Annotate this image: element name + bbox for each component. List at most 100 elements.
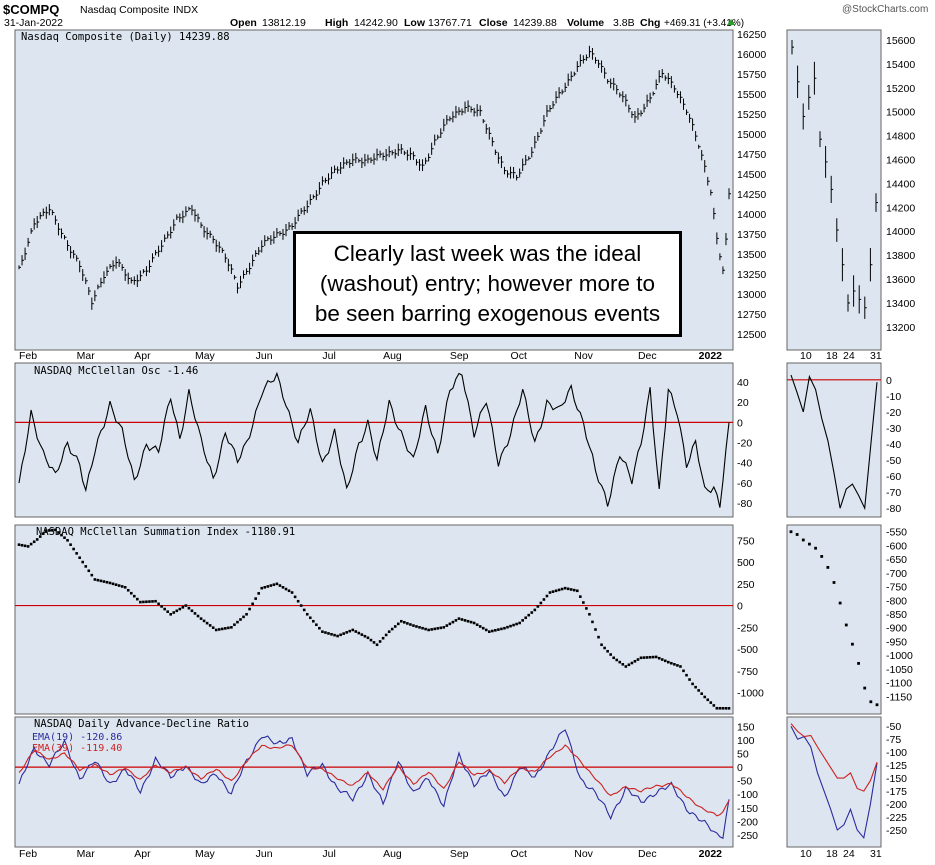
plots xyxy=(15,39,881,840)
zoom-2-tick-label: -700 xyxy=(886,568,907,580)
summation-dot xyxy=(548,591,552,594)
summation-dot xyxy=(181,606,185,609)
summation-dot xyxy=(136,597,139,601)
summation-dot xyxy=(491,629,494,633)
summation-dot xyxy=(569,588,573,591)
summation-dot xyxy=(706,698,710,702)
summation-dot xyxy=(651,655,655,659)
low-value: 13767.71 xyxy=(428,17,472,29)
summation-dot xyxy=(551,590,555,593)
summation-dot xyxy=(242,615,245,619)
zoom-3-tick-label: -175 xyxy=(886,786,907,798)
annotation-line: (washout) entry; however more to xyxy=(319,271,656,296)
zoom-panel-2 xyxy=(786,524,882,715)
main-0-tick-label: 16250 xyxy=(737,29,766,41)
summation-dot xyxy=(418,626,421,629)
zoom-3-tick-label: -225 xyxy=(886,812,907,824)
price-panel-title: Nasdaq Composite (Daily) 14239.88 xyxy=(21,31,230,43)
zoom-summation-dot xyxy=(808,542,811,546)
x-axis-bottom-label: Jun xyxy=(256,848,273,860)
summation-dot xyxy=(530,611,534,614)
summation-dot xyxy=(454,619,458,622)
zoom-summation-dot xyxy=(820,555,824,558)
summation-dot xyxy=(545,594,549,598)
summation-dot xyxy=(539,601,543,605)
zoom-3-tick-label: -125 xyxy=(886,760,907,772)
high-label: High xyxy=(325,17,348,29)
summation-dot xyxy=(524,616,528,620)
summation-dot xyxy=(315,623,318,627)
summation-dot xyxy=(26,545,30,548)
summation-dot xyxy=(233,623,236,627)
main-0-tick-label: 13000 xyxy=(737,289,766,301)
zoom-2-tick-label: -1000 xyxy=(886,650,913,662)
summation-dot xyxy=(142,600,145,604)
summation-dot xyxy=(463,619,467,622)
x-axis-top-zoom-label: 31 xyxy=(870,350,882,362)
zoom-2-tick-label: -550 xyxy=(886,527,907,539)
summation-dot xyxy=(381,636,385,640)
summation-dot xyxy=(600,643,603,647)
high-value: 14242.90 xyxy=(354,17,398,29)
x-axis-top-label: Jun xyxy=(256,350,273,362)
summation-dot xyxy=(727,707,731,710)
zoom-summation-dot xyxy=(857,661,860,665)
summation-dot xyxy=(81,560,85,564)
annotation-line: Clearly last week was the ideal xyxy=(333,241,642,266)
summation-dot xyxy=(129,591,133,595)
axes: 12500 12750 13000 13250 13500 13750 14000 14250… xyxy=(19,29,915,860)
ema19-legend: EMA(19) -120.86 xyxy=(32,732,122,743)
main-0-tick-label: 14000 xyxy=(737,209,766,221)
main-1-tick-label: -20 xyxy=(737,438,752,450)
chart-header: $COMPQ Nasdaq Composite INDX @StockChart… xyxy=(3,2,928,29)
summation-dot xyxy=(372,641,376,644)
summation-dot xyxy=(624,665,628,668)
summation-dot xyxy=(375,643,379,647)
summation-dot xyxy=(475,623,479,627)
summation-dot xyxy=(145,600,148,604)
x-axis-top-label: Apr xyxy=(134,350,151,362)
summation-dot xyxy=(178,607,182,611)
main-1-tick-label: 0 xyxy=(737,417,743,429)
summation-dot xyxy=(196,614,200,618)
zoom-0-tick-label: 14400 xyxy=(886,178,915,190)
summation-dot xyxy=(296,599,300,603)
x-axis-bottom-zoom-label: 24 xyxy=(843,848,855,860)
summation-dot xyxy=(615,658,619,662)
summation-dot xyxy=(378,640,382,643)
summation-dot xyxy=(38,535,42,538)
summation-dot xyxy=(582,601,585,604)
x-axis-bottom-label: Apr xyxy=(134,848,151,860)
x-axis-bottom-label: 2022 xyxy=(699,848,723,860)
summation-dot xyxy=(357,631,361,635)
summation-dot xyxy=(281,586,285,589)
summation-dot xyxy=(69,543,72,546)
summation-dot xyxy=(572,588,576,592)
zoom-ad-ema-line-0 xyxy=(790,725,878,840)
summation-dot xyxy=(715,706,719,710)
zoom-0-tick-label: 14800 xyxy=(886,131,915,143)
annotation-text: Clearly last week was the ideal (washout… xyxy=(315,239,660,329)
summation-dot xyxy=(324,631,327,634)
summation-dot xyxy=(657,656,661,660)
x-axis-bottom-label: Oct xyxy=(511,848,527,860)
summation-dot xyxy=(90,573,94,577)
main-panel-2 xyxy=(14,524,734,715)
summation-dot xyxy=(60,533,63,537)
x-axis-top-label: Mar xyxy=(77,350,96,362)
summation-dot xyxy=(248,607,251,611)
summation-dot xyxy=(518,621,521,625)
summation-dot xyxy=(75,552,78,555)
zoom-3-tick-label: -250 xyxy=(886,825,907,837)
zoom-1-tick-label: -40 xyxy=(886,439,901,451)
summation-dot xyxy=(308,616,312,620)
main-3-tick-label: -250 xyxy=(737,830,758,842)
summation-dot xyxy=(251,602,254,606)
summation-dot xyxy=(369,638,373,642)
main-0-tick-label: 15000 xyxy=(737,129,766,141)
x-axis-top-label: Nov xyxy=(574,350,593,362)
zoom-0-tick-label: 14000 xyxy=(886,226,915,238)
zoom-0-tick-label: 14600 xyxy=(886,155,915,167)
zoom-2-tick-label: -650 xyxy=(886,554,907,566)
summation-dot xyxy=(239,618,242,621)
